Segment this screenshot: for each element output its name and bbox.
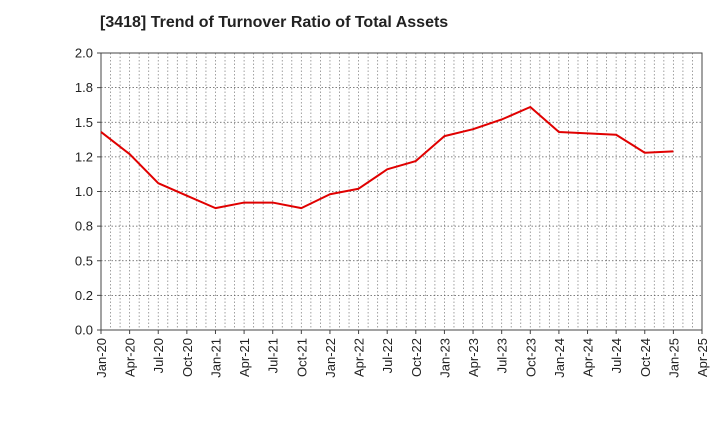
x-tick-label: Apr-23 (466, 338, 481, 377)
x-tick-label: Jan-22 (323, 338, 338, 378)
plot-area (101, 53, 702, 330)
x-tick-label: Oct-23 (523, 338, 538, 377)
x-tick-label: Jan-23 (437, 338, 452, 378)
x-tick-label: Apr-25 (695, 338, 710, 377)
y-tick-label: 0.8 (75, 219, 93, 234)
y-tick-label: 1.0 (75, 184, 93, 199)
y-tick-label: 1.5 (75, 115, 93, 130)
x-tick-label: Oct-24 (638, 338, 653, 377)
x-tick-label: Jan-25 (666, 338, 681, 378)
chart-title: [3418] Trend of Turnover Ratio of Total … (100, 14, 449, 31)
x-tick-label: Jan-20 (94, 338, 109, 378)
x-tick-label: Jan-24 (552, 338, 567, 378)
x-tick-label: Apr-20 (123, 338, 138, 377)
y-tick-label: 1.2 (75, 149, 93, 164)
y-tick-label: 0.5 (75, 253, 93, 268)
x-tick-label: Jul-24 (609, 338, 624, 373)
x-tick-label: Apr-24 (581, 338, 596, 377)
x-tick-label: Jul-21 (266, 338, 281, 373)
x-tick-label: Jul-20 (151, 338, 166, 373)
x-tick-label: Apr-22 (352, 338, 367, 377)
y-tick-label: 2.0 (75, 46, 93, 61)
x-tick-label: Oct-21 (294, 338, 309, 377)
x-tick-label: Oct-20 (180, 338, 195, 377)
x-tick-label: Apr-21 (237, 338, 252, 377)
x-tick-label: Oct-22 (409, 338, 424, 377)
y-tick-label: 0.0 (75, 323, 93, 338)
x-tick-label: Jul-23 (495, 338, 510, 373)
y-tick-label: 0.2 (75, 288, 93, 303)
series-line (100, 106, 674, 210)
x-tick-label: Jan-21 (208, 338, 223, 378)
y-tick-label: 1.8 (75, 80, 93, 95)
x-tick-label: Jul-22 (380, 338, 395, 373)
